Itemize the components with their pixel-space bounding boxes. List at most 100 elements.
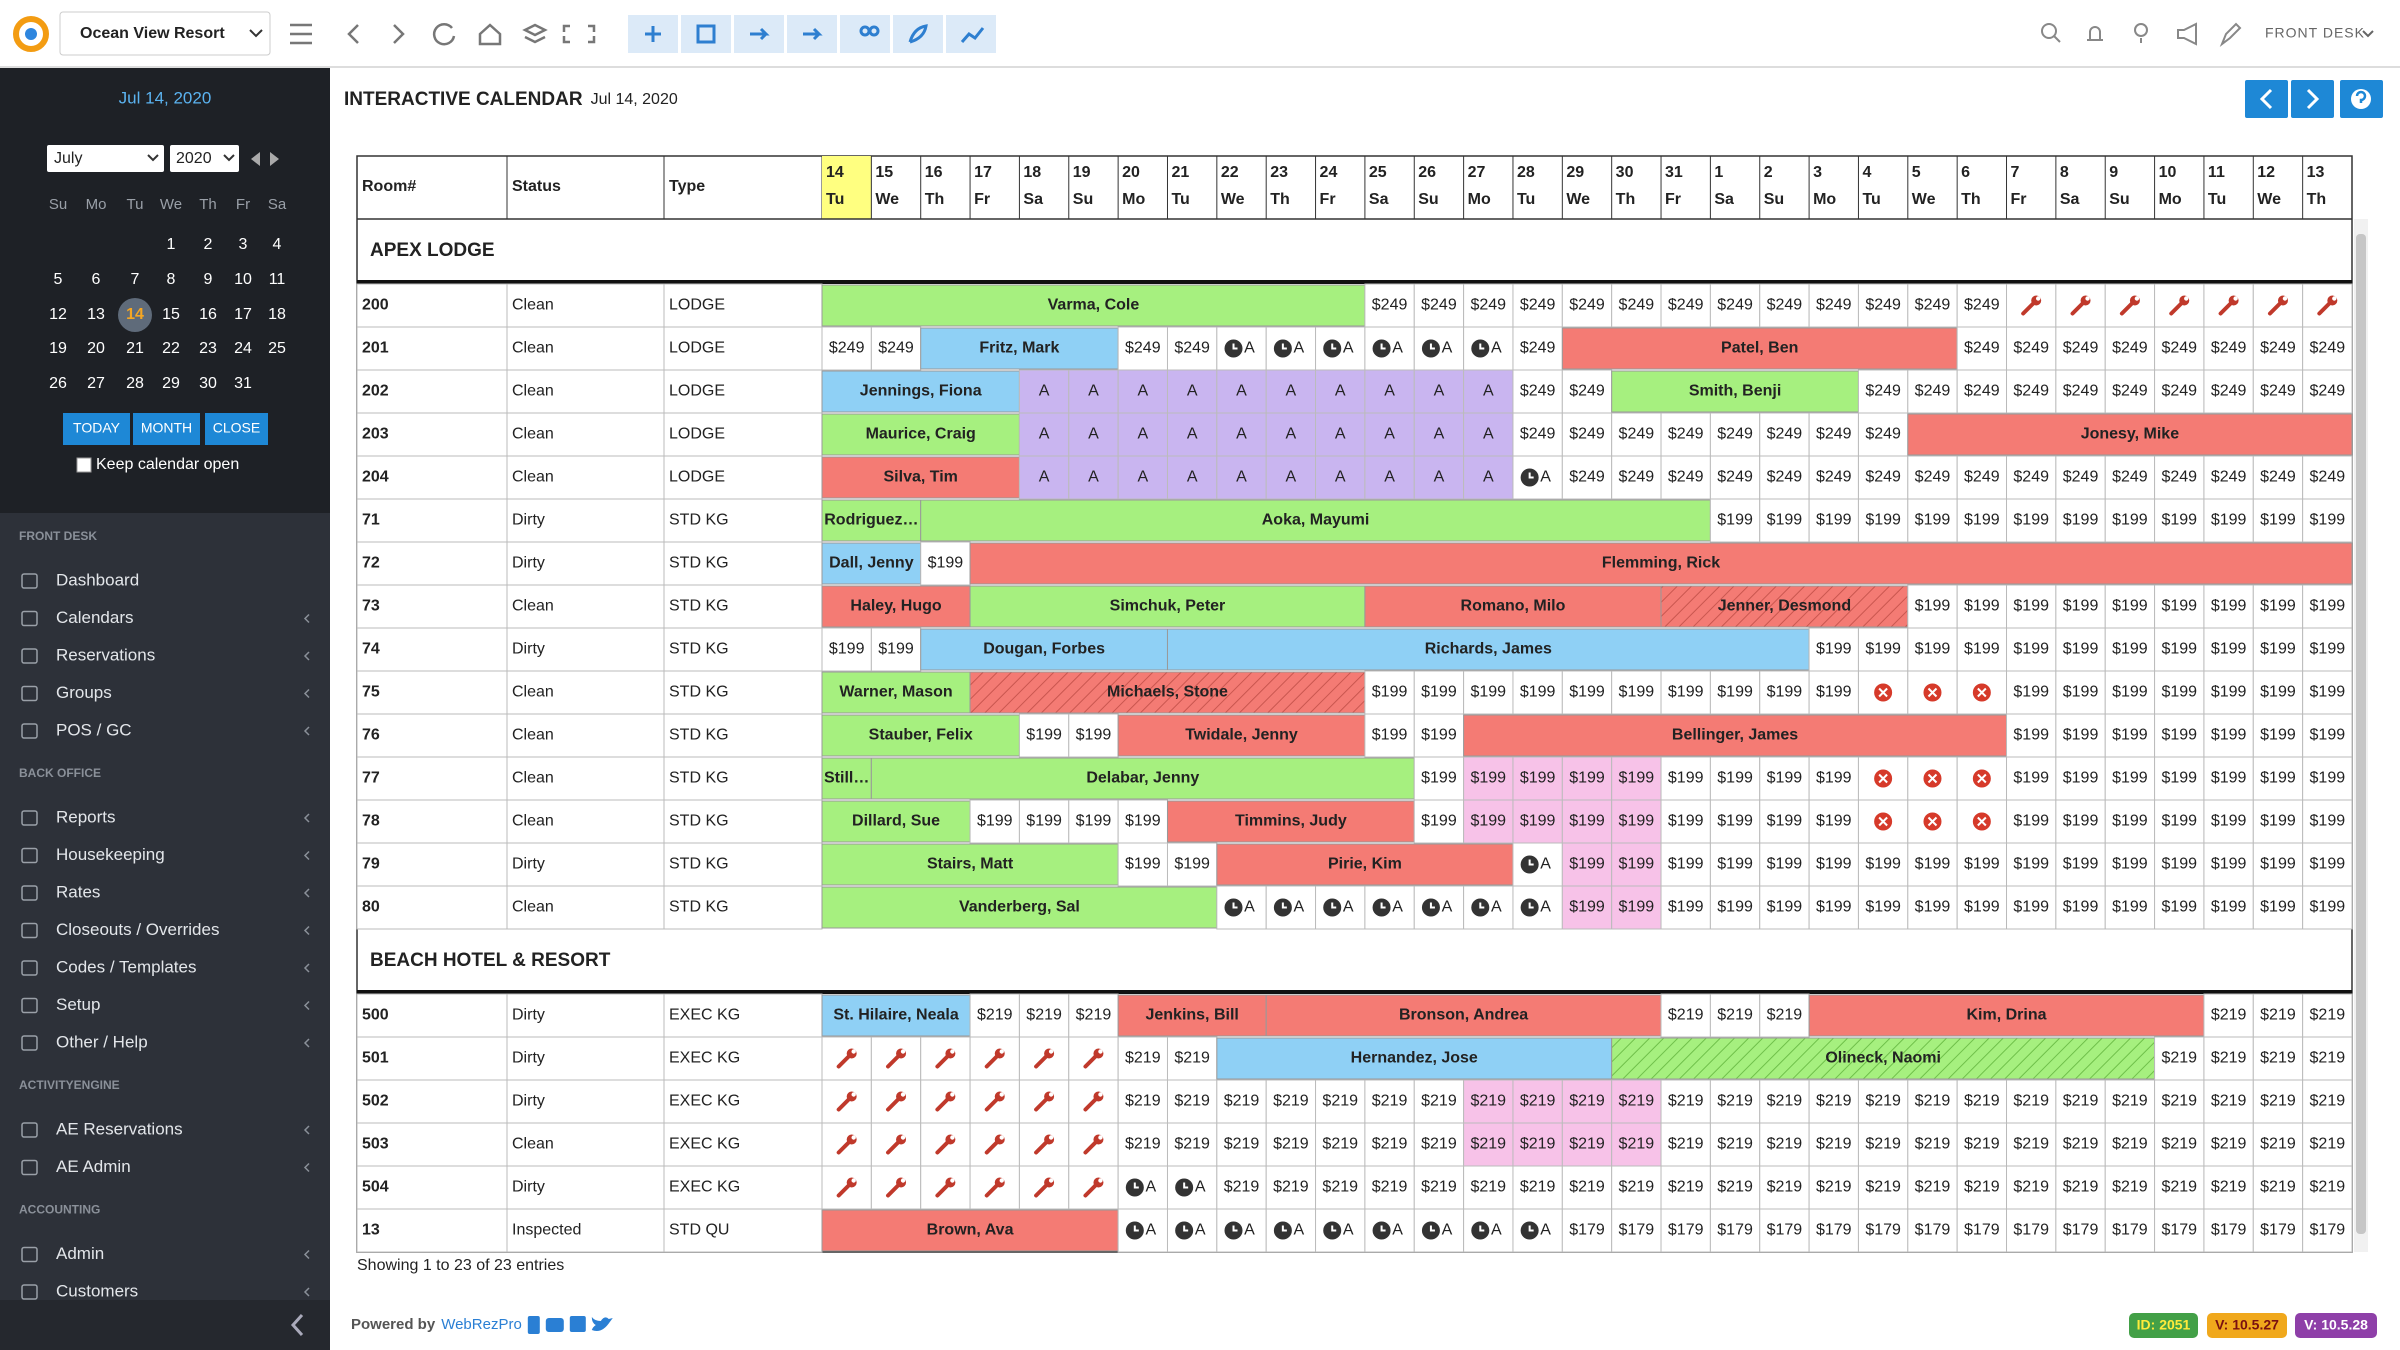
rate-cell[interactable] <box>1857 412 1909 457</box>
rate-cell[interactable] <box>2055 498 2106 543</box>
booking[interactable] <box>1561 327 1958 370</box>
calendar-day[interactable]: 3 <box>239 236 248 253</box>
rate-cell[interactable] <box>2006 842 2057 887</box>
rate-cell[interactable] <box>1512 670 1563 715</box>
menu-icon[interactable] <box>290 23 312 45</box>
rate-cell[interactable] <box>1512 1165 1563 1210</box>
rate-cell[interactable] <box>1463 1165 1514 1210</box>
calendar-day[interactable]: 20 <box>87 340 105 357</box>
booking[interactable] <box>1611 370 1859 413</box>
rate-cell[interactable] <box>2203 885 2254 930</box>
calendar-day[interactable]: 10 <box>234 271 252 288</box>
purple-cell[interactable] <box>1068 369 1119 414</box>
purple-cell[interactable] <box>1166 455 1218 500</box>
rate-cell[interactable] <box>2203 756 2254 801</box>
rate-cell[interactable] <box>2104 713 2156 758</box>
rate-cell[interactable] <box>1857 627 1909 672</box>
rate-cell[interactable] <box>1660 799 1711 844</box>
purple-cell[interactable] <box>1166 412 1218 457</box>
rate-pink-cell[interactable] <box>1512 1122 1563 1167</box>
rate-cell[interactable] <box>2154 455 2205 500</box>
booking[interactable] <box>821 456 1020 499</box>
rate-cell[interactable] <box>2104 369 2156 414</box>
rate-cell[interactable] <box>2302 498 2353 543</box>
rate-cell[interactable] <box>1561 412 1613 457</box>
logo[interactable] <box>13 16 49 52</box>
booking[interactable] <box>920 499 1711 542</box>
rate-cell[interactable] <box>1808 627 1859 672</box>
twitter-icon[interactable] <box>591 1317 613 1331</box>
purple-cell[interactable] <box>1265 455 1317 500</box>
booking[interactable] <box>821 671 971 714</box>
rate-cell[interactable] <box>2252 1122 2304 1167</box>
rate-cell[interactable] <box>1956 498 2008 543</box>
calendar-day[interactable]: 29 <box>162 375 180 392</box>
rate-cell[interactable] <box>1808 455 1859 500</box>
rate-pink-cell[interactable] <box>1561 1122 1613 1167</box>
next-month[interactable] <box>270 152 279 166</box>
rate-cell[interactable] <box>2302 584 2353 629</box>
rate-cell[interactable] <box>2302 993 2353 1038</box>
booking[interactable] <box>1166 800 1415 843</box>
rate-cell[interactable] <box>2055 799 2106 844</box>
rate-cell[interactable] <box>1857 283 1909 328</box>
rate-pink-cell[interactable] <box>1611 1122 1662 1167</box>
rate-cell[interactable] <box>1759 1122 1810 1167</box>
nav-item[interactable]: Closeouts / Overrides <box>56 920 219 939</box>
rate-cell[interactable] <box>1808 283 1859 328</box>
rate-cell[interactable] <box>2104 1079 2156 1124</box>
nav-item[interactable]: Rates <box>56 882 100 901</box>
rate-cell[interactable] <box>1660 1079 1711 1124</box>
rate-cell[interactable] <box>1857 369 1909 414</box>
booking[interactable] <box>821 370 1020 413</box>
calendar-day[interactable]: 22 <box>162 340 180 357</box>
nav-item[interactable]: Other / Help <box>56 1032 148 1051</box>
calendar-day[interactable]: 18 <box>268 306 286 323</box>
rate-cell[interactable] <box>2055 1079 2106 1124</box>
booking[interactable] <box>821 714 1020 757</box>
calendar-day[interactable]: 19 <box>49 340 67 357</box>
calendar-day[interactable]: 31 <box>234 375 252 392</box>
rate-cell[interactable] <box>1709 885 1761 930</box>
rate-cell[interactable] <box>2302 1165 2353 1210</box>
linkedin-icon[interactable] <box>569 1316 586 1332</box>
rate-cell[interactable] <box>2055 670 2106 715</box>
rate-cell[interactable] <box>1364 670 1415 715</box>
rate-cell[interactable] <box>1808 756 1859 801</box>
rate-cell[interactable] <box>1907 369 1958 414</box>
rate-cell[interactable] <box>1907 584 1958 629</box>
announcements-icon[interactable] <box>2177 22 2197 46</box>
calendar-day[interactable]: 7 <box>131 271 140 288</box>
rate-pink-cell[interactable] <box>1463 1079 1514 1124</box>
rate-cell[interactable] <box>2252 584 2304 629</box>
booking[interactable] <box>821 1209 1119 1252</box>
rate-cell[interactable] <box>2006 326 2057 371</box>
booking[interactable] <box>1117 994 1267 1037</box>
rate-cell[interactable] <box>2055 885 2106 930</box>
calendar-button[interactable] <box>681 15 731 53</box>
nav-item[interactable]: AE Reservations <box>56 1119 183 1138</box>
back-icon[interactable] <box>347 24 359 44</box>
rate-cell[interactable] <box>2104 455 2156 500</box>
booking[interactable] <box>1808 994 2205 1037</box>
booking[interactable] <box>1216 1037 1613 1080</box>
rate-cell[interactable] <box>1907 842 1958 887</box>
purple-cell[interactable] <box>1463 455 1514 500</box>
nav-item[interactable]: Reports <box>56 807 116 826</box>
rate-cell[interactable] <box>2252 885 2304 930</box>
booking[interactable] <box>821 585 971 628</box>
youtube-icon[interactable] <box>545 1318 564 1332</box>
rate-cell[interactable] <box>2203 1208 2254 1253</box>
rate-cell[interactable] <box>2302 713 2353 758</box>
rate-cell[interactable] <box>1956 369 2008 414</box>
calendar-day[interactable]: 8 <box>167 271 176 288</box>
nav-item[interactable]: Codes / Templates <box>56 957 196 976</box>
rate-cell[interactable] <box>1166 842 1218 887</box>
rate-cell[interactable] <box>2154 1036 2205 1081</box>
rate-cell[interactable] <box>2104 584 2156 629</box>
rate-cell[interactable] <box>1561 455 1613 500</box>
rate-cell[interactable] <box>1413 283 1465 328</box>
rate-cell[interactable] <box>1956 455 2008 500</box>
purple-cell[interactable] <box>1413 412 1465 457</box>
rate-cell[interactable] <box>1709 799 1761 844</box>
